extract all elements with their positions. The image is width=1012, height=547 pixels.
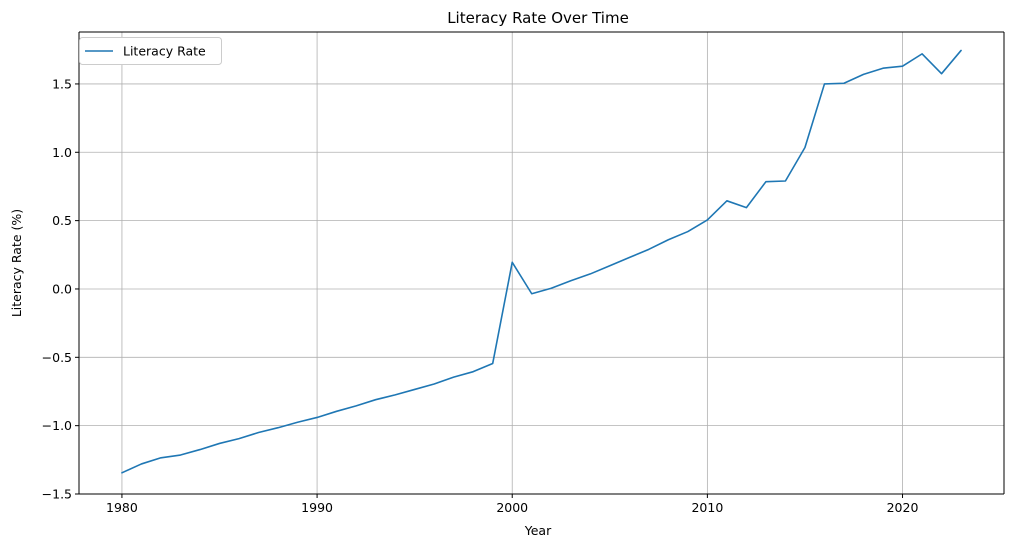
y-tick-label: 1.5 <box>52 76 72 91</box>
series-layer <box>121 49 962 474</box>
y-tick-label: −1.5 <box>42 487 72 502</box>
y-tick-label: −0.5 <box>42 350 72 365</box>
y-tick-label: 0.5 <box>52 213 72 228</box>
x-axis-ticks: 1980 1990 2000 2010 2020 <box>106 494 918 515</box>
series-line-literacy-rate <box>121 49 962 474</box>
x-tick-label: 2020 <box>887 500 919 515</box>
legend-box <box>79 37 222 65</box>
y-axis-ticks: −1.5 −1.0 −0.5 0.0 0.5 1.0 1.5 <box>42 76 79 502</box>
x-tick-label: 1980 <box>106 500 138 515</box>
x-tick-label: 2000 <box>496 500 528 515</box>
plot-area <box>79 32 1004 494</box>
y-tick-label: −1.0 <box>42 418 72 433</box>
x-tick-label: 1990 <box>301 500 333 515</box>
y-axis-label: Literacy Rate (%) <box>9 209 24 317</box>
x-axis-label: Year <box>524 523 552 538</box>
y-tick-label: 1.0 <box>52 145 72 160</box>
chart-title: Literacy Rate Over Time <box>447 9 629 27</box>
y-tick-label: 0.0 <box>52 281 72 296</box>
legend: Literacy Rate <box>79 37 222 65</box>
legend-label-literacy-rate: Literacy Rate <box>123 44 206 59</box>
axes-frame <box>78 31 1005 495</box>
x-tick-label: 2010 <box>691 500 723 515</box>
